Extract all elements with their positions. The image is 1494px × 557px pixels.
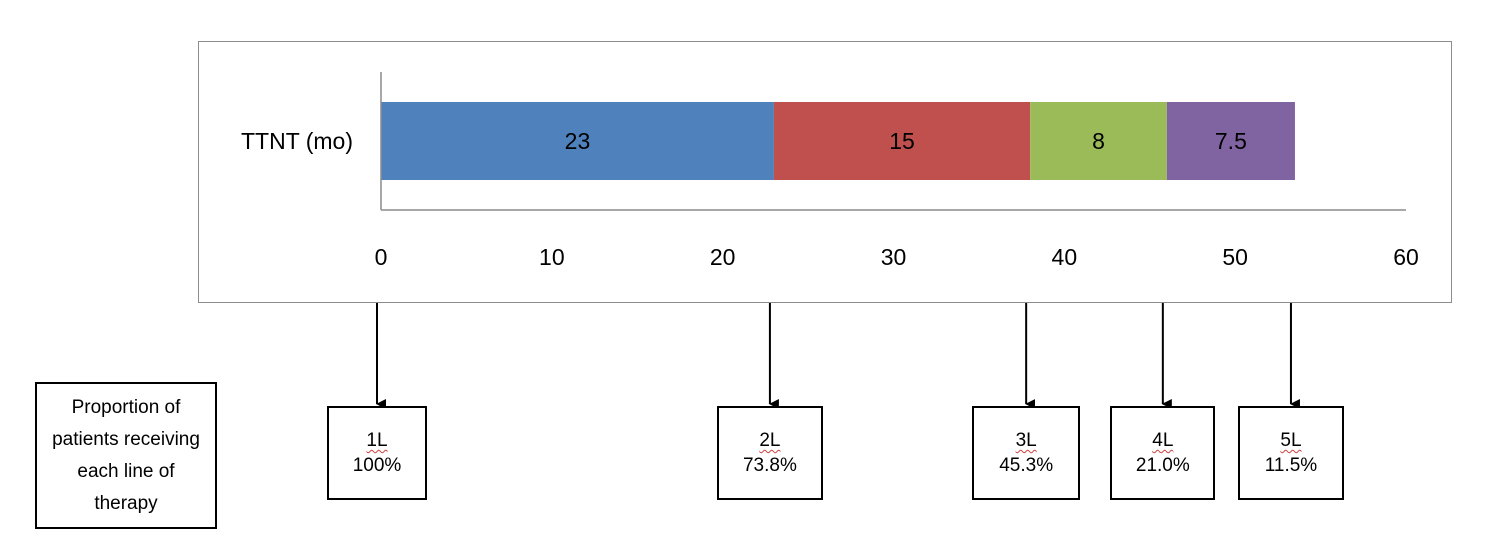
- line-percent: 73.8%: [742, 455, 797, 476]
- line-label: 4L: [1152, 430, 1174, 451]
- x-tick-label: 30: [881, 244, 907, 270]
- annotation-title-box: Proportion of patients receiving each li…: [35, 382, 217, 529]
- axis-layer: TTNT (mo) 0 10 20 30 40 50 60: [241, 72, 1419, 270]
- x-tick-label: 20: [710, 244, 736, 270]
- line-percent: 45.3%: [999, 455, 1054, 476]
- data-label-2: 15: [889, 128, 915, 154]
- x-tick-label: 60: [1393, 244, 1419, 270]
- bars-layer: 23 15 8 7.5: [381, 102, 1295, 180]
- data-label-1: 23: [565, 128, 591, 154]
- bar-segment-2: [773, 102, 1031, 180]
- data-label-4: 7.5: [1215, 128, 1247, 154]
- arrows-layer: [376, 303, 1300, 409]
- line-box-4L: 4L 21.0%: [1110, 406, 1216, 500]
- x-tick-label: 0: [375, 244, 388, 270]
- x-tick-label: 10: [539, 244, 565, 270]
- x-tick-label: 50: [1222, 244, 1248, 270]
- data-label-3: 8: [1092, 128, 1105, 154]
- line-label: 1L: [366, 430, 388, 451]
- line-label: 5L: [1280, 430, 1302, 451]
- line-box-1L: 1L 100%: [327, 406, 427, 500]
- line-label: 2L: [759, 430, 781, 451]
- annotation-title: Proportion of patients receiving each li…: [52, 396, 200, 514]
- line-label: 3L: [1015, 430, 1037, 451]
- bar-segment-3: [1030, 102, 1167, 180]
- bar-segment-4: [1166, 102, 1295, 180]
- bar-segment-1: [381, 102, 774, 180]
- line-box-5L: 5L 11.5%: [1237, 406, 1344, 500]
- x-tick-label: 40: [1052, 244, 1078, 270]
- line-box-2L: 2L 73.8%: [716, 406, 823, 500]
- line-percent: 11.5%: [1264, 455, 1318, 476]
- category-label: TTNT (mo): [241, 128, 353, 154]
- line-percent: 100%: [352, 455, 402, 476]
- line-percent: 21.0%: [1135, 455, 1190, 476]
- line-box-3L: 3L 45.3%: [972, 406, 1081, 500]
